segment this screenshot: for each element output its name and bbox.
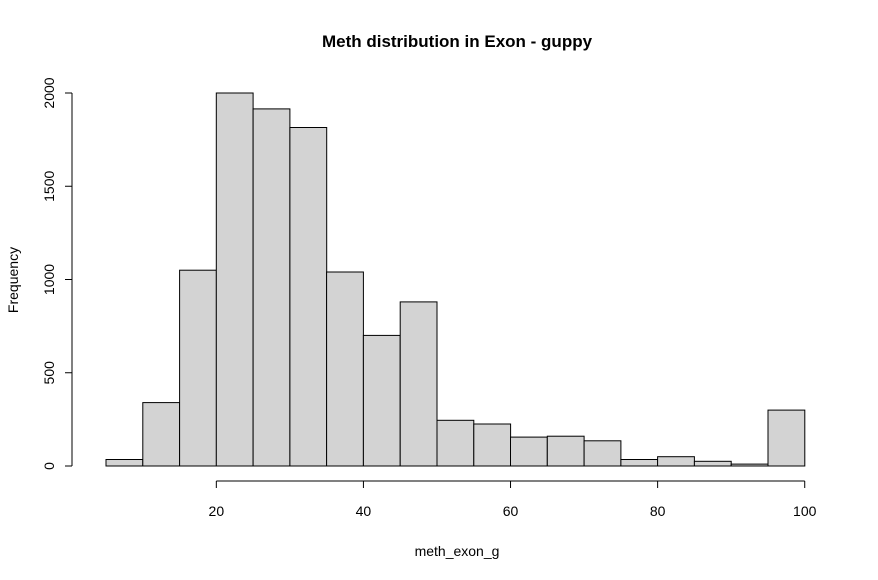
y-axis-label: Frequency bbox=[5, 247, 21, 313]
x-axis-label: meth_exon_g bbox=[415, 543, 500, 559]
histogram-bar bbox=[436, 419, 475, 467]
histogram-bar bbox=[767, 409, 806, 467]
y-tick-label: 500 bbox=[41, 361, 57, 385]
y-axis: 0 500 1000 1500 2000 bbox=[41, 77, 73, 470]
histogram-bar bbox=[657, 456, 695, 467]
histogram-bar bbox=[215, 92, 254, 467]
histogram-bar bbox=[105, 459, 144, 467]
y-tick-label: 1500 bbox=[41, 171, 57, 202]
histogram-bar bbox=[546, 435, 585, 467]
y-tick-label: 1000 bbox=[41, 264, 57, 295]
histogram-bar bbox=[362, 334, 401, 467]
y-tick-label: 0 bbox=[41, 462, 57, 470]
histogram-bar bbox=[730, 463, 769, 467]
histogram-bar bbox=[252, 108, 291, 467]
x-tick-label: 40 bbox=[356, 503, 372, 519]
y-tick-label: 2000 bbox=[41, 77, 57, 108]
histogram-bar bbox=[510, 436, 548, 467]
histogram-bar bbox=[473, 423, 512, 467]
bars-group bbox=[105, 92, 806, 467]
histogram-bar bbox=[399, 301, 438, 467]
histogram-bar bbox=[142, 402, 181, 467]
x-axis: 20 40 60 80 100 bbox=[209, 480, 817, 519]
histogram-bar bbox=[289, 127, 328, 467]
chart-title: Meth distribution in Exon - guppy bbox=[322, 32, 593, 51]
histogram-bar bbox=[620, 459, 659, 467]
histogram-bar bbox=[179, 269, 217, 467]
histogram-bar bbox=[693, 460, 732, 467]
histogram-bar bbox=[326, 271, 364, 467]
histogram-bar bbox=[583, 440, 622, 467]
x-tick-label: 80 bbox=[650, 503, 666, 519]
x-tick-label: 20 bbox=[209, 503, 225, 519]
x-tick-label: 60 bbox=[503, 503, 519, 519]
x-tick-label: 100 bbox=[793, 503, 817, 519]
